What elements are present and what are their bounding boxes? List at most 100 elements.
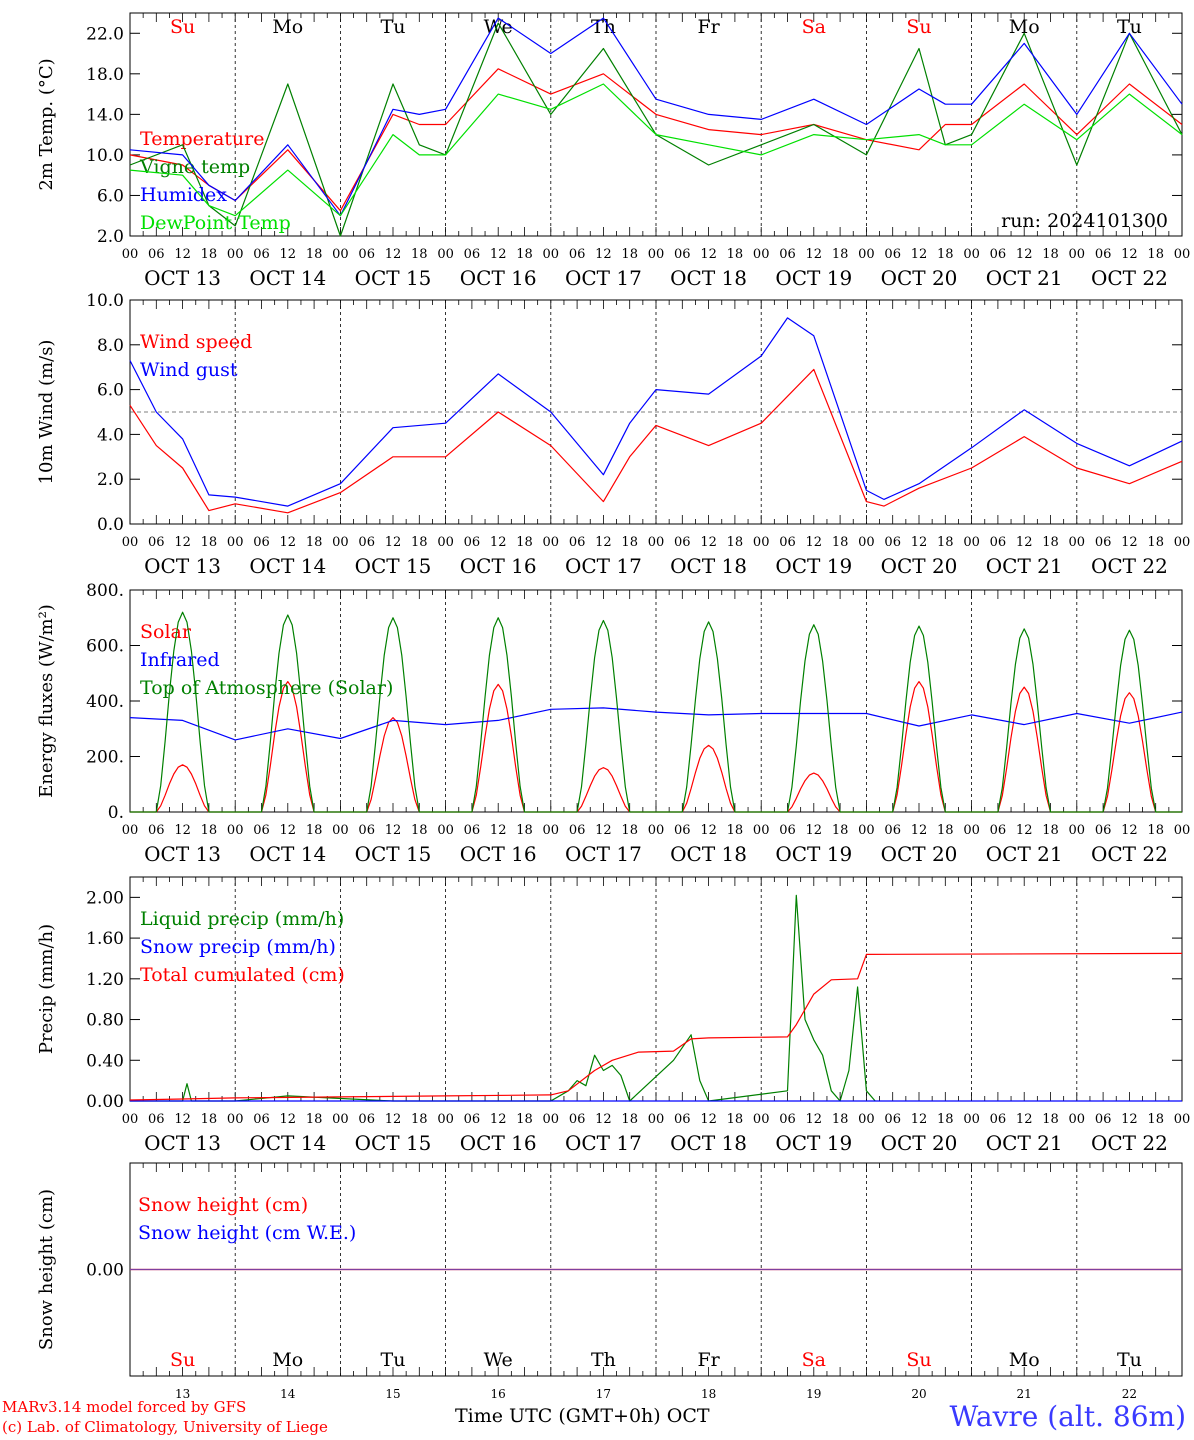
hour-label: 06: [674, 823, 691, 838]
station-name: Wavre (alt. 86m): [949, 1400, 1186, 1433]
hour-label: 18: [937, 823, 954, 838]
hour-label: 00: [858, 1112, 875, 1127]
legend-entry: Wind speed: [140, 331, 252, 353]
hour-label: 00: [753, 1112, 770, 1127]
hour-label: 00: [963, 535, 980, 550]
hour-label: 06: [358, 1112, 375, 1127]
hour-label: 06: [990, 535, 1007, 550]
date-label: OCT 18: [670, 1131, 747, 1155]
footer-credit-1: MARv3.14 model forced by GFS: [2, 1398, 247, 1416]
date-label: OCT 20: [881, 1131, 958, 1155]
weekday-label: Fr: [697, 16, 720, 38]
date-label: OCT 18: [670, 554, 747, 578]
hour-label: 06: [884, 535, 901, 550]
y-tick-label: 14.0: [86, 105, 124, 125]
hour-label: 18: [411, 535, 428, 550]
weekday-label: Mo: [1009, 16, 1040, 38]
panel-3: 0. 200. 400. 600. 800. Energy fluxes (W/m²) 00…: [36, 581, 1190, 866]
hour-label: 18: [411, 1112, 428, 1127]
date-label: OCT 19: [775, 554, 852, 578]
day-number-label: 22: [1122, 1387, 1137, 1401]
hour-label: 06: [674, 535, 691, 550]
hour-label: 18: [1042, 535, 1059, 550]
hour-label: 12: [806, 247, 823, 262]
hour-label: 00: [963, 247, 980, 262]
hour-label: 00: [858, 535, 875, 550]
hour-label: 12: [1016, 247, 1033, 262]
date-label: OCT 16: [460, 842, 537, 866]
hour-label: 06: [569, 823, 586, 838]
hour-label: 12: [1121, 823, 1138, 838]
hour-label: 06: [674, 1112, 691, 1127]
series-line: [129, 17, 1183, 217]
hour-label: 06: [779, 1112, 796, 1127]
hour-label: 18: [201, 247, 218, 262]
hour-label: 00: [753, 535, 770, 550]
date-label: OCT 15: [355, 842, 432, 866]
day-number-label: 18: [701, 1387, 716, 1401]
hour-label: 06: [779, 535, 796, 550]
hour-label: 18: [1042, 247, 1059, 262]
hour-label: 18: [832, 535, 849, 550]
date-label: OCT 21: [986, 554, 1063, 578]
hour-label: 12: [385, 247, 402, 262]
hour-label: 06: [1095, 247, 1112, 262]
hour-label: 18: [411, 247, 428, 262]
y-tick-label: 1.60: [86, 929, 124, 949]
hour-label: 00: [753, 247, 770, 262]
date-label: OCT 13: [144, 1131, 221, 1155]
hour-label: 18: [1147, 535, 1164, 550]
legend-entry: Wind gust: [140, 359, 238, 381]
hour-label: 12: [700, 1112, 717, 1127]
hour-label: 12: [911, 1112, 928, 1127]
hour-label: 18: [832, 823, 849, 838]
hour-label: 12: [174, 823, 191, 838]
hour-label: 12: [595, 1112, 612, 1127]
hour-label: 00: [332, 535, 349, 550]
hour-label: 18: [727, 1112, 744, 1127]
hour-label: 00: [122, 1112, 139, 1127]
hour-label: 00: [648, 823, 665, 838]
hour-label: 18: [832, 247, 849, 262]
hour-label: 12: [1016, 823, 1033, 838]
y-tick-label: 6.0: [97, 186, 124, 206]
hour-label: 12: [911, 247, 928, 262]
hour-label: 06: [358, 823, 375, 838]
y-tick-label: 0.40: [86, 1051, 124, 1071]
hour-label: 12: [1121, 1112, 1138, 1127]
weekday-label: Tu: [381, 16, 406, 38]
hour-label: 00: [437, 535, 454, 550]
panel-1: 2.0 6.0 10.0 14.0 18.0 22.0 2m Temp. (°C) 00 06 1…: [36, 12, 1190, 290]
hour-label: 00: [332, 823, 349, 838]
hour-label: 12: [490, 535, 507, 550]
legend-entry: DewPoint Temp: [140, 212, 291, 234]
y-axis-label: Precip (mm/h): [36, 924, 57, 1054]
y-tick-label: 10.0: [86, 146, 124, 166]
date-label: OCT 13: [144, 266, 221, 290]
date-label: OCT 16: [460, 1131, 537, 1155]
y-tick-label: 2.0: [97, 470, 124, 490]
hour-label: 06: [884, 247, 901, 262]
y-tick-label: 0.00: [86, 1261, 124, 1281]
hour-label: 18: [516, 1112, 533, 1127]
hour-label: 18: [1042, 1112, 1059, 1127]
hour-label: 12: [595, 247, 612, 262]
date-label: OCT 20: [881, 266, 958, 290]
hour-label: 06: [674, 247, 691, 262]
legend-entry: Solar: [140, 621, 192, 643]
date-label: OCT 13: [144, 554, 221, 578]
hour-label: 00: [963, 823, 980, 838]
hour-label: 06: [779, 823, 796, 838]
date-label: OCT 14: [249, 554, 326, 578]
hour-label: 18: [516, 247, 533, 262]
xlabel-month: OCT: [666, 1405, 710, 1427]
hour-label: 12: [700, 535, 717, 550]
hour-label: 06: [990, 247, 1007, 262]
weekday-label: Mo: [272, 16, 303, 38]
y-tick-label: 8.0: [97, 336, 124, 356]
legend-entry: Top of Atmosphere (Solar): [140, 677, 393, 699]
hour-label: 06: [1095, 823, 1112, 838]
weekday-label: Su: [170, 1349, 195, 1371]
hour-label: 06: [464, 247, 481, 262]
